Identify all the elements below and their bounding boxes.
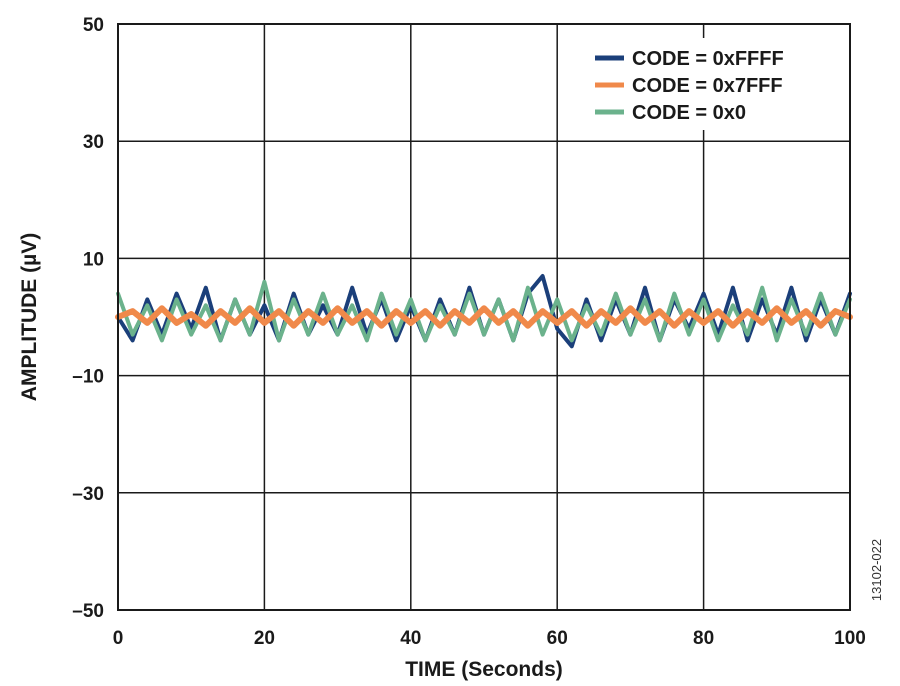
x-axis-title: TIME (Seconds) [405,658,563,681]
series-line [115,305,853,329]
x-axis-ticks: 0 20 40 60 80 100 [113,628,866,649]
x-tick-label: 80 [693,628,714,649]
legend-label: CODE = 0x0 [632,102,746,124]
y-tick-label: 30 [83,132,104,153]
legend-box [585,38,835,130]
y-axis-ticks: 50 30 10 –10 –30 –50 [72,15,104,622]
y-tick-label: 10 [83,249,104,270]
legend: CODE = 0xFFFF CODE = 0x7FFF CODE = 0x0 [585,38,835,130]
legend-label: CODE = 0xFFFF [632,48,784,70]
legend-label: CODE = 0x7FFF [632,75,783,97]
y-tick-label: –50 [72,601,104,622]
plot-frame [117,23,851,611]
x-tick-label: 20 [254,628,275,649]
y-axis-title: AMPLITUDE (µV) [18,233,41,401]
y-tick-label: –30 [72,484,104,505]
x-tick-label: 40 [400,628,421,649]
x-tick-label: 60 [547,628,568,649]
figure-id-label: 13102-022 [869,539,884,601]
series-lines [115,274,853,349]
x-tick-label: 0 [113,628,124,649]
x-tick-label: 100 [834,628,866,649]
y-tick-label: –10 [72,367,104,388]
y-tick-label: 50 [83,15,104,36]
